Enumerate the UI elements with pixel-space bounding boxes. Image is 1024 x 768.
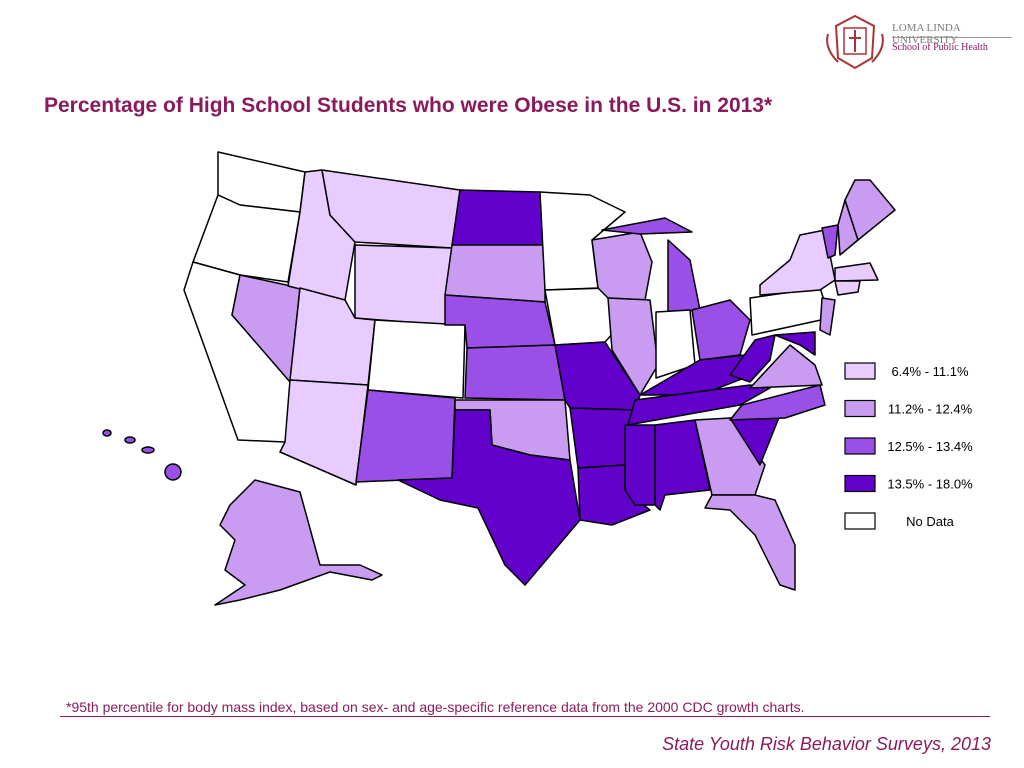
legend-swatch: [844, 474, 876, 493]
legend-swatch: [844, 437, 876, 455]
legend-label: 6.4% - 11.1%: [891, 364, 969, 379]
footnote: *95th percentile for body mass index, ba…: [66, 699, 805, 715]
source: State Youth Risk Behavior Surveys, 2013: [662, 734, 991, 754]
legend: 6.4% - 11.1% 11.2% - 12.4% 12.5% - 13.4% 13…: [844, 362, 973, 530]
legend-swatch: [844, 512, 876, 530]
logo-rule: [892, 37, 1012, 38]
logo-emblem: [826, 14, 884, 70]
logo-school: School of Public Health: [892, 42, 988, 53]
legend-label: 13.5% - 18.0%: [887, 477, 973, 492]
states: [102, 151, 896, 606]
legend-label: 11.2% - 12.4%: [888, 402, 973, 417]
footnote-rule: [60, 716, 990, 717]
legend-label: 12.5% - 13.4%: [887, 439, 973, 454]
title: Percentage of High School Students who w…: [44, 94, 773, 117]
legend-swatch: [844, 399, 876, 418]
legend-swatch: [844, 362, 876, 380]
legend-label: No Data: [906, 514, 954, 529]
